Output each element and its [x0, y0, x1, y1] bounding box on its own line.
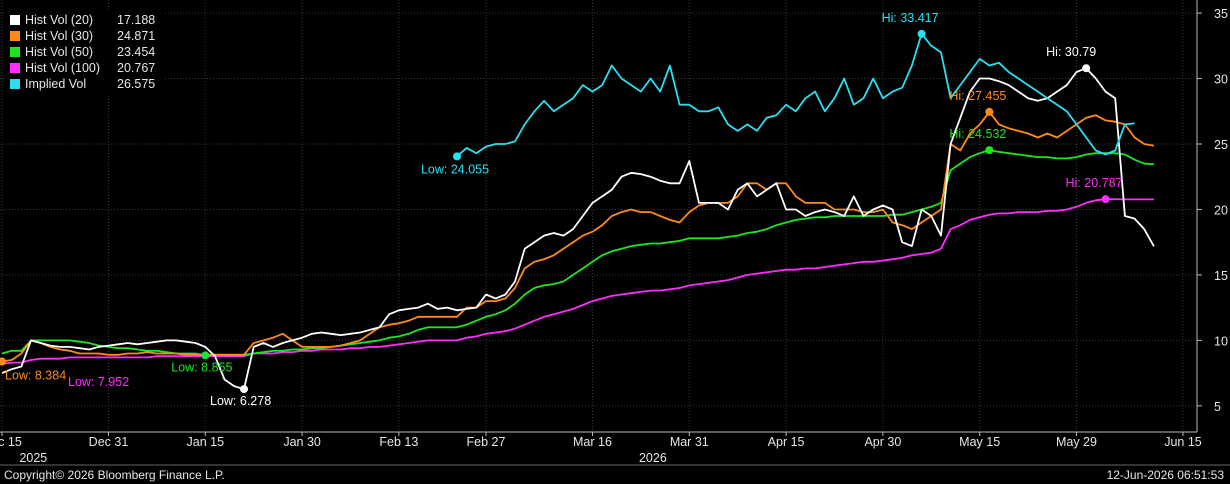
- timestamp-text: 12-Jun-2026 06:51:53: [1106, 468, 1224, 482]
- series-line-hist-vol-20: [1, 67, 1155, 391]
- extreme-marker: [0, 357, 6, 366]
- extreme-marker: [917, 29, 926, 38]
- y-tick-label: 5: [1214, 400, 1221, 414]
- extreme-label: Hi: 30.79: [1046, 45, 1096, 59]
- x-tick-label: Mar 16: [573, 435, 612, 449]
- y-tick-label: 35: [1214, 7, 1228, 21]
- legend-swatch: [10, 63, 20, 73]
- y-tick-label: 25: [1214, 138, 1228, 152]
- series-line-hist-vol-30: [1, 111, 1155, 363]
- legend-swatch: [10, 47, 20, 57]
- legend: Hist Vol (20) 17.188 Hist Vol (30) 24.87…: [6, 10, 165, 94]
- legend-value: 24.871: [117, 29, 156, 43]
- extreme-label: Hi: 33.417: [882, 11, 939, 25]
- legend-item-hist-vol-50[interactable]: Hist Vol (50) 23.454: [10, 44, 161, 60]
- extreme-label: Hi: 24.532: [949, 127, 1006, 141]
- extreme-label: Low: 8.855: [171, 360, 232, 374]
- y-tick-label: 15: [1214, 269, 1228, 283]
- x-tick-label: Feb 27: [467, 435, 506, 449]
- x-tick-label: Mar 31: [670, 435, 709, 449]
- legend-item-hist-vol-20[interactable]: Hist Vol (20) 17.188: [10, 12, 161, 28]
- series-line-implied-vol: [456, 32, 1135, 158]
- x-tick-label: May 29: [1056, 435, 1097, 449]
- x-tick-label: Apr 30: [864, 435, 901, 449]
- y-tick-label: 30: [1214, 73, 1228, 87]
- legend-label: Hist Vol (20): [25, 13, 94, 27]
- legend-label: Hist Vol (50): [25, 45, 94, 59]
- extreme-label: Low: 24.055: [421, 162, 489, 176]
- year-label: 2026: [639, 451, 667, 465]
- x-tick-label: Dec 31: [89, 435, 129, 449]
- legend-label: Implied Vol: [25, 77, 87, 91]
- extreme-marker: [985, 107, 994, 116]
- extreme-marker: [1082, 64, 1091, 73]
- extreme-label: Low: 7.952: [68, 375, 129, 389]
- extreme-marker: [240, 385, 248, 394]
- legend-value: 26.575: [117, 77, 156, 91]
- legend-item-implied-vol[interactable]: Implied Vol 26.575: [10, 76, 161, 92]
- extreme-label: Hi: 20.787: [1066, 176, 1123, 190]
- y-tick-label: 20: [1214, 203, 1228, 217]
- extreme-marker: [201, 351, 210, 360]
- x-tick-label: Feb 13: [379, 435, 418, 449]
- legend-swatch: [10, 79, 20, 89]
- extreme-label: Hi: 27.455: [949, 89, 1006, 103]
- y-tick-label: 10: [1214, 334, 1228, 348]
- legend-label: Hist Vol (30): [25, 29, 94, 43]
- extreme-label: Low: 6.278: [210, 394, 271, 408]
- series-line-hist-vol-100: [1, 198, 1154, 365]
- extreme-marker: [1101, 195, 1110, 204]
- legend-value: 17.188: [117, 13, 156, 27]
- x-tick-label: Apr 15: [768, 435, 805, 449]
- legend-swatch: [10, 31, 20, 41]
- legend-label: Hist Vol (100): [25, 61, 101, 75]
- legend-value: 23.454: [117, 45, 156, 59]
- extreme-marker: [452, 152, 461, 161]
- x-tick-label: Jan 15: [187, 435, 225, 449]
- legend-item-hist-vol-30[interactable]: Hist Vol (30) 24.871: [10, 28, 161, 44]
- legend-swatch: [10, 15, 20, 25]
- copyright-text: Copyright© 2026 Bloomberg Finance L.P.: [4, 468, 225, 482]
- x-tick-label: Jan 30: [283, 435, 321, 449]
- extreme-label: Low: 8.384: [5, 369, 66, 383]
- x-tick-label: Dec 15: [0, 435, 22, 449]
- legend-item-hist-vol-100[interactable]: Hist Vol (100) 20.767: [10, 60, 161, 76]
- x-tick-label: Jun 15: [1164, 435, 1202, 449]
- x-tick-label: May 15: [959, 435, 1000, 449]
- series-line-hist-vol-50: [1, 149, 1154, 357]
- extreme-marker: [985, 146, 994, 155]
- legend-value: 20.767: [117, 61, 156, 75]
- year-label: 2025: [19, 451, 47, 465]
